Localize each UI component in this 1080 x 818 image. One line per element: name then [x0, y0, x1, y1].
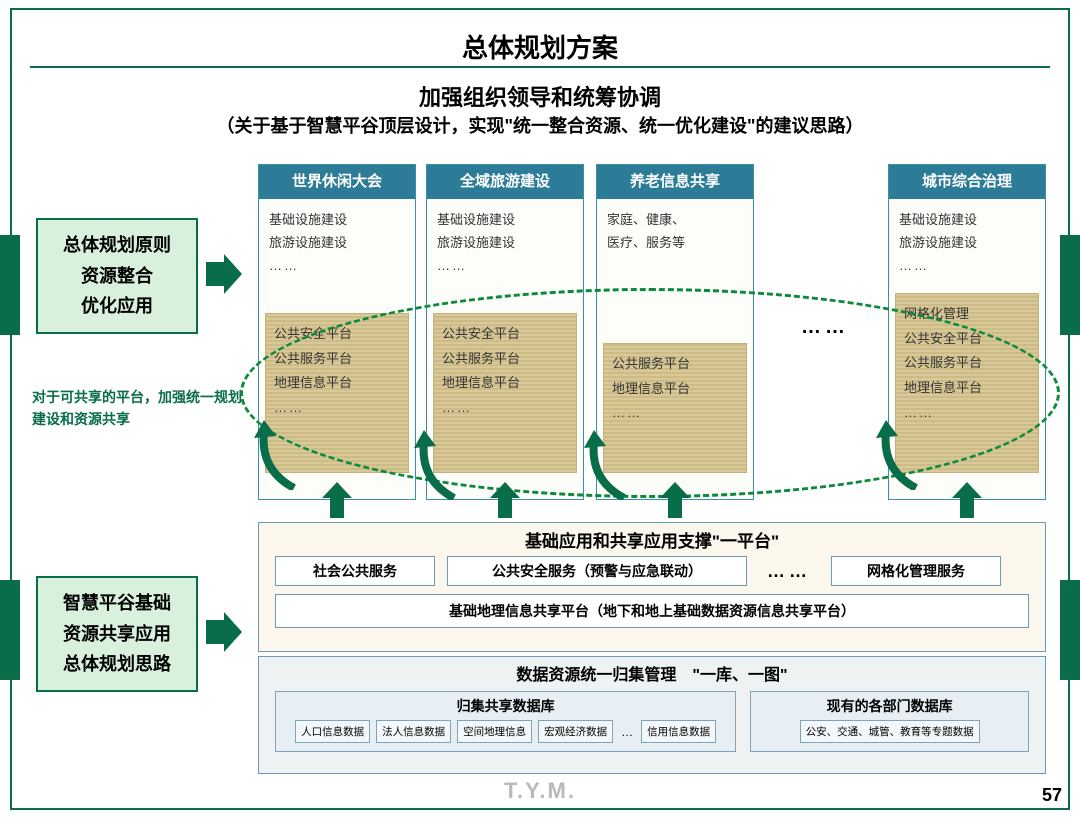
card-upper-line: 基础设施建设	[437, 209, 573, 232]
db-tag: 空间地理信息	[457, 720, 532, 743]
foundation-box: 智慧平谷基础 资源共享应用 总体规划思路	[36, 576, 198, 692]
shared-platform-note: 对于可共享的平台，加强统一规划建设和资源共享	[32, 386, 242, 431]
edge-accent-left-1	[0, 235, 20, 335]
curve-arrow-icon	[584, 430, 634, 500]
card-lower-line: 公共服务平台	[274, 347, 400, 372]
curve-arrow-icon	[254, 420, 304, 490]
platform-service-safety: 公共安全服务（预警与应急联动）	[447, 556, 747, 586]
dept-db-box: 现有的各部门数据库 公安、交通、城管、教育等专题数据	[750, 691, 1029, 752]
card-lower-line: 地理信息平台	[612, 377, 738, 402]
card-upper: 基础设施建设 旅游设施建设 ……	[427, 199, 583, 307]
card-lower-dots: ……	[442, 396, 568, 421]
card-upper: 基础设施建设 旅游设施建设 ……	[259, 199, 415, 307]
arrow-up-icon	[322, 482, 352, 518]
card-lower-line: 网格化管理	[904, 302, 1030, 327]
platform-dots: ……	[759, 561, 819, 582]
dept-db-title: 现有的各部门数据库	[759, 696, 1020, 716]
arrow-up-icon	[952, 482, 982, 518]
card-lower-line: 公共服务平台	[442, 347, 568, 372]
platform-row: 社会公共服务 公共安全服务（预警与应急联动） …… 网格化管理服务	[259, 556, 1045, 592]
platform-gis: 基础地理信息共享平台（地下和地上基础数据资源信息共享平台）	[275, 594, 1029, 628]
watermark: T.Y.M.	[0, 778, 1080, 804]
card-lower-line: 公共安全平台	[442, 322, 568, 347]
db-tag: 人口信息数据	[295, 720, 370, 743]
foundation-line: 智慧平谷基础	[52, 588, 182, 619]
card-lower-dots: ……	[274, 396, 400, 421]
card-header: 城市综合治理	[889, 165, 1045, 199]
card-upper: 基础设施建设 旅游设施建设 ……	[889, 199, 1045, 287]
card-upper-line: 旅游设施建设	[437, 232, 573, 255]
card-lower-line: 公共服务平台	[904, 351, 1030, 376]
card-header: 世界休闲大会	[259, 165, 415, 199]
data-layer-title: 数据资源统一归集管理 "一库、一图"	[259, 657, 1045, 691]
db-tag: 公安、交通、城管、教育等专题数据	[800, 720, 980, 743]
foundation-line: 总体规划思路	[52, 649, 182, 680]
slide-title: 总体规划方案	[0, 28, 1080, 65]
db-tag: 信用信息数据	[641, 720, 716, 743]
card-upper-line: 旅游设施建设	[899, 232, 1035, 255]
foundation-line: 资源共享应用	[52, 619, 182, 650]
card-gap-dots: ……	[780, 316, 870, 339]
card-lower-line: 公共安全平台	[904, 327, 1030, 352]
card-lower-dots: ……	[612, 401, 738, 426]
page-number: 57	[1042, 785, 1062, 806]
card-lower-line: 地理信息平台	[442, 371, 568, 396]
platform-title: 基础应用和共享应用支撑"一平台"	[259, 523, 1045, 556]
card-lower-line: 公共安全平台	[274, 322, 400, 347]
db-tag: 法人信息数据	[376, 720, 451, 743]
db-tag: 宏观经济数据	[538, 720, 613, 743]
card-header: 养老信息共享	[597, 165, 753, 199]
shared-db-title: 归集共享数据库	[284, 696, 727, 716]
card-lower-line: 地理信息平台	[274, 371, 400, 396]
title-divider	[30, 66, 1050, 68]
card-upper: 家庭、健康、 医疗、服务等	[597, 199, 753, 307]
card-upper-line: 基础设施建设	[269, 209, 405, 232]
arrow-up-icon	[660, 482, 690, 518]
principles-line: 资源整合	[52, 261, 182, 292]
curve-arrow-icon	[414, 430, 464, 500]
edge-accent-right-1	[1060, 235, 1080, 335]
principles-line: 总体规划原则	[52, 230, 182, 261]
card-upper-dots: ……	[899, 255, 1035, 278]
db-tag-dots: …	[619, 725, 635, 739]
card-upper-line: 家庭、健康、	[607, 209, 743, 232]
card-upper-dots: ……	[269, 255, 405, 278]
shared-db-box: 归集共享数据库 人口信息数据 法人信息数据 空间地理信息 宏观经济数据 … 信用…	[275, 691, 736, 752]
slide-sub-subtitle: （关于基于智慧平谷顶层设计，实现"统一整合资源、统一优化建设"的建议思路）	[0, 112, 1080, 138]
card-upper-line: 基础设施建设	[899, 209, 1035, 232]
card-header: 全域旅游建设	[427, 165, 583, 199]
edge-accent-left-2	[0, 580, 20, 680]
card-lower-line: 公共服务平台	[612, 352, 738, 377]
card-lower-line: 地理信息平台	[904, 376, 1030, 401]
platform-service-grid: 网格化管理服务	[831, 556, 1001, 586]
card-upper-line: 医疗、服务等	[607, 232, 743, 255]
principles-box: 总体规划原则 资源整合 优化应用	[36, 218, 198, 334]
platform-service-social: 社会公共服务	[275, 556, 435, 586]
slide-subtitle: 加强组织领导和统筹协调	[0, 80, 1080, 112]
data-row: 归集共享数据库 人口信息数据 法人信息数据 空间地理信息 宏观经济数据 … 信用…	[259, 691, 1045, 752]
principles-line: 优化应用	[52, 291, 182, 322]
arrow-right-icon	[206, 254, 242, 294]
curve-arrow-icon	[876, 420, 926, 490]
card-upper-dots: ……	[437, 255, 573, 278]
arrow-right-icon	[206, 612, 242, 652]
arrow-up-icon	[490, 482, 520, 518]
platform-layer: 基础应用和共享应用支撑"一平台" 社会公共服务 公共安全服务（预警与应急联动） …	[258, 522, 1046, 652]
shared-db-tags: 人口信息数据 法人信息数据 空间地理信息 宏观经济数据 … 信用信息数据	[284, 720, 727, 743]
data-layer: 数据资源统一归集管理 "一库、一图" 归集共享数据库 人口信息数据 法人信息数据…	[258, 656, 1046, 774]
edge-accent-right-2	[1060, 580, 1080, 680]
dept-db-tags: 公安、交通、城管、教育等专题数据	[759, 720, 1020, 743]
card-upper-line: 旅游设施建设	[269, 232, 405, 255]
